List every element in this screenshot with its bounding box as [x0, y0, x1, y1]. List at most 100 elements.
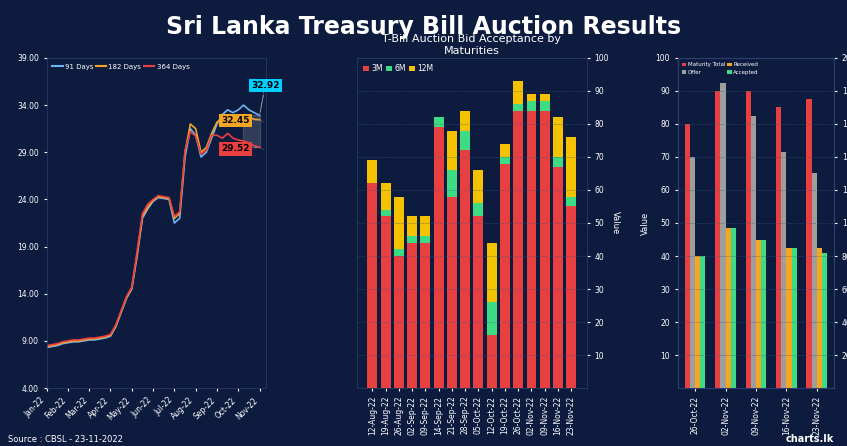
Bar [776, 107, 781, 388]
364 Days [228, 136, 238, 141]
182 Days [95, 335, 105, 341]
91 Days [169, 220, 180, 226]
91 Days [233, 107, 243, 112]
364 Days [249, 143, 259, 149]
182 Days [196, 149, 206, 155]
Bar [434, 117, 444, 127]
182 Days [217, 116, 227, 122]
Bar [447, 197, 457, 388]
Bar [527, 111, 536, 388]
364 Days [74, 337, 84, 343]
364 Days [42, 343, 52, 348]
364 Days [132, 248, 142, 254]
Bar [761, 240, 767, 388]
Y-axis label: Value: Value [641, 211, 650, 235]
364 Days [121, 294, 131, 299]
Bar [447, 131, 457, 170]
364 Days [174, 209, 185, 215]
Bar [781, 152, 786, 388]
364 Days [95, 334, 105, 340]
Text: Source : CBSL - 23-11-2022: Source : CBSL - 23-11-2022 [8, 435, 124, 444]
91 Days [47, 344, 57, 349]
Legend: 3M, 6M, 12M: 3M, 6M, 12M [361, 62, 435, 75]
91 Days [174, 215, 185, 221]
Bar [420, 243, 430, 388]
Bar [420, 216, 430, 236]
Line: 91 Days: 91 Days [47, 105, 259, 347]
182 Days [148, 198, 158, 203]
Bar [394, 249, 404, 256]
Text: Sri Lanka Treasury Bill Auction Results: Sri Lanka Treasury Bill Auction Results [166, 15, 681, 39]
182 Days [111, 323, 121, 328]
364 Days [105, 331, 115, 337]
Bar [792, 248, 797, 388]
91 Days [212, 121, 222, 127]
91 Days [196, 154, 206, 160]
182 Days [90, 336, 100, 342]
Bar [700, 256, 706, 388]
364 Days [164, 195, 174, 200]
Bar [500, 164, 510, 388]
182 Days [84, 336, 94, 342]
Title: T-Bill Auction Bid Acceptance by
Maturities: T-Bill Auction Bid Acceptance by Maturit… [382, 34, 562, 56]
Bar [745, 91, 750, 388]
182 Days [244, 115, 254, 120]
364 Days [207, 132, 217, 138]
Bar [527, 94, 536, 101]
364 Days [127, 285, 137, 290]
91 Days [180, 154, 190, 160]
182 Days [164, 196, 174, 201]
91 Days [185, 126, 196, 132]
Line: 364 Days: 364 Days [47, 132, 259, 346]
91 Days [254, 113, 264, 118]
364 Days [239, 138, 249, 144]
Bar [786, 248, 792, 388]
91 Days [90, 337, 100, 343]
364 Days [191, 133, 201, 139]
Bar [473, 170, 484, 203]
182 Days [174, 211, 185, 216]
Bar [420, 236, 430, 243]
364 Days [137, 211, 147, 216]
364 Days [169, 214, 180, 219]
Bar [811, 173, 817, 388]
364 Days [217, 136, 227, 141]
Bar [684, 124, 690, 388]
364 Days [111, 322, 121, 327]
Bar [487, 243, 496, 302]
182 Days [79, 337, 89, 343]
Bar [460, 131, 470, 150]
91 Days [79, 338, 89, 343]
Bar [407, 243, 417, 388]
Bar [407, 216, 417, 236]
364 Days [223, 131, 233, 136]
364 Days [196, 152, 206, 157]
364 Days [58, 339, 68, 344]
Bar [720, 83, 726, 388]
91 Days [228, 110, 238, 116]
364 Days [233, 137, 243, 143]
182 Days [207, 131, 217, 136]
182 Days [142, 204, 152, 210]
364 Days [244, 140, 254, 145]
Bar [806, 99, 811, 388]
182 Days [132, 252, 142, 257]
Legend: Maturity Total, Offer, Received, Accepted: Maturity Total, Offer, Received, Accepte… [680, 61, 761, 77]
364 Days [100, 334, 110, 339]
364 Days [90, 335, 100, 341]
Text: charts.lk: charts.lk [786, 434, 834, 444]
182 Days [180, 149, 190, 155]
Bar [822, 253, 828, 388]
91 Days [132, 253, 142, 259]
Bar [434, 127, 444, 388]
Bar [553, 117, 563, 157]
182 Days [105, 333, 115, 338]
Legend: 91 Days, 182 Days, 364 Days: 91 Days, 182 Days, 364 Days [50, 62, 191, 72]
182 Days [121, 295, 131, 300]
91 Days [207, 136, 217, 141]
91 Days [100, 335, 110, 341]
Bar [690, 157, 695, 388]
Bar [394, 197, 404, 249]
182 Days [74, 338, 84, 343]
Bar [567, 137, 576, 197]
